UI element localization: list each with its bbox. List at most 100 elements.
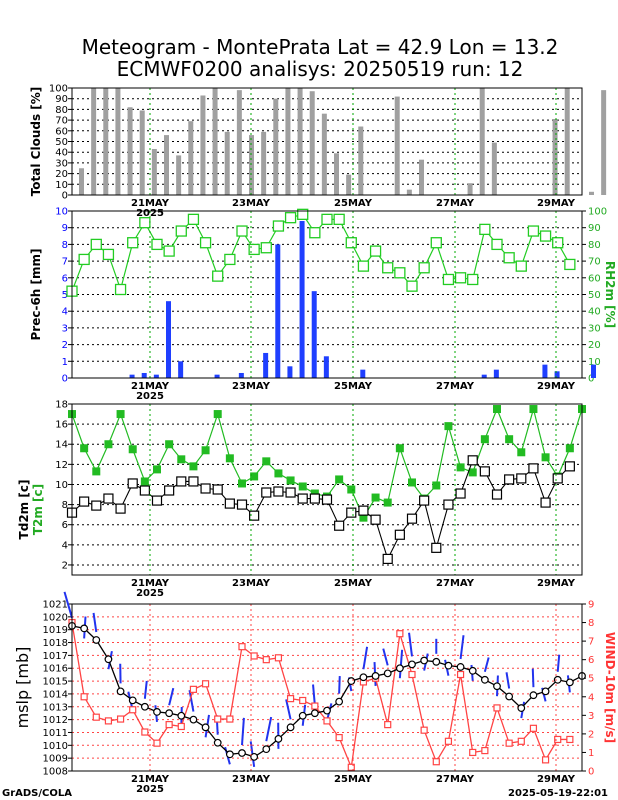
rh-point [406, 280, 418, 292]
p2-date-label: 23MAY [232, 381, 271, 392]
precip-bar [360, 369, 366, 378]
cloud-bar [601, 90, 607, 195]
mslp-point [444, 661, 453, 670]
rh-point [248, 243, 260, 256]
cloud-bar [176, 155, 182, 195]
cloud-bar [419, 159, 424, 195]
rh-point [212, 270, 224, 282]
rh-point [114, 283, 127, 296]
t2m-point [225, 454, 234, 463]
cloud-bar [406, 189, 412, 195]
p4-ytick-label: 1016 [43, 664, 68, 675]
cloud-bar [127, 107, 133, 195]
t2m-point [456, 463, 465, 472]
p2-ytick-label: 8 [62, 240, 68, 251]
wind-line [71, 622, 570, 770]
wind-barb [398, 649, 404, 679]
rh-point [127, 237, 139, 249]
td2m-point [164, 485, 175, 496]
precip-bar [214, 374, 220, 378]
mslp-point [456, 663, 465, 671]
p2-y2tick-label: 80 [588, 240, 601, 251]
mslp-point [517, 704, 526, 712]
wind-barb [505, 672, 511, 689]
p2-y2tick-label: 10 [588, 357, 601, 368]
mslp-point [104, 655, 113, 664]
p1-ytick-label: 90 [55, 94, 68, 105]
precip-bar [275, 244, 281, 378]
td2m-point [431, 542, 442, 553]
mslp-point [165, 709, 174, 718]
p2-date-label: 27MAY [436, 381, 475, 392]
p4-y2tick-label: 8 [588, 618, 594, 629]
td2m-point [103, 493, 114, 504]
mslp-point [201, 723, 210, 732]
td2m-point [443, 499, 454, 510]
mslp-point [541, 687, 550, 696]
p4-date-label: 25MAY [334, 774, 373, 785]
rh-point [333, 213, 345, 226]
td2m-point [285, 487, 296, 498]
t2m-point [298, 482, 307, 491]
p2-ytick-label: 9 [62, 223, 68, 234]
mslp-point [335, 697, 344, 706]
t2m-point [213, 410, 222, 419]
p2-frame [71, 210, 583, 379]
td2m-line [71, 459, 571, 561]
p4-frame [71, 603, 583, 772]
wind-point [129, 706, 137, 714]
mslp-point [323, 706, 331, 715]
p1-ytick-label: 20 [55, 169, 68, 180]
mslp-point [371, 672, 380, 680]
p3-frame [71, 403, 583, 576]
p4-ytick-label: 1009 [43, 754, 68, 765]
p4-y2tick-label: 7 [588, 637, 594, 648]
p1-ytick-label: 80 [55, 105, 68, 116]
precip-bar [591, 364, 596, 378]
wind-barb [265, 716, 273, 742]
mslp-point [189, 715, 198, 724]
wind-point [214, 715, 222, 723]
mslp-point [140, 702, 149, 711]
td2m-point [370, 514, 381, 525]
mslp-point [310, 709, 319, 718]
t2m-point [238, 479, 246, 488]
t2m-point [529, 405, 538, 414]
p2-date-label: 25MAY [334, 381, 373, 392]
mslp-point [505, 692, 514, 701]
p2-y2tick-label: 30 [588, 323, 601, 334]
p1-ytick-label: 60 [55, 126, 68, 137]
td2m-point [528, 463, 539, 474]
chart-title-line1: Meteogram - MontePrata Lat = 42.9 Lon = … [82, 35, 559, 59]
td2m-point [406, 513, 418, 524]
td2m-point [334, 520, 345, 531]
wind-point [141, 728, 149, 736]
p2-ytick-label: 10 [55, 207, 68, 218]
precip-bar [287, 366, 293, 378]
t2m-point [468, 468, 477, 477]
p4-ytick-label: 1013 [43, 702, 68, 713]
p1-date-label: 27MAY [436, 198, 475, 209]
p3-date-label: 21MAY [131, 578, 170, 589]
wind-point [274, 654, 283, 662]
td2m-point [151, 495, 163, 506]
footer-left: GrADS/COLA [2, 788, 72, 799]
p2-y2label: RH2m [%] [603, 261, 617, 328]
chart-title-line2: ECMWF0200 analisys: 20250519 run: 12 [117, 57, 524, 81]
p4-ytick-label: 1018 [43, 638, 68, 649]
p2-ytick-label: 4 [62, 307, 68, 318]
p3-ytick-label: 18 [55, 400, 68, 411]
rh-point [503, 252, 515, 264]
p1-ylabel: Total Clouds [%] [29, 87, 43, 197]
wind-point [384, 721, 392, 729]
td2m-point [127, 478, 138, 489]
wind-barb [312, 684, 316, 706]
cloud-bar [236, 90, 242, 195]
cloud-bar [552, 119, 558, 195]
rh-point [491, 238, 503, 251]
td2m-point [297, 493, 308, 504]
wind-point [529, 724, 538, 732]
precip-bar [263, 352, 269, 378]
p4-date-label: 29MAY [537, 774, 576, 785]
